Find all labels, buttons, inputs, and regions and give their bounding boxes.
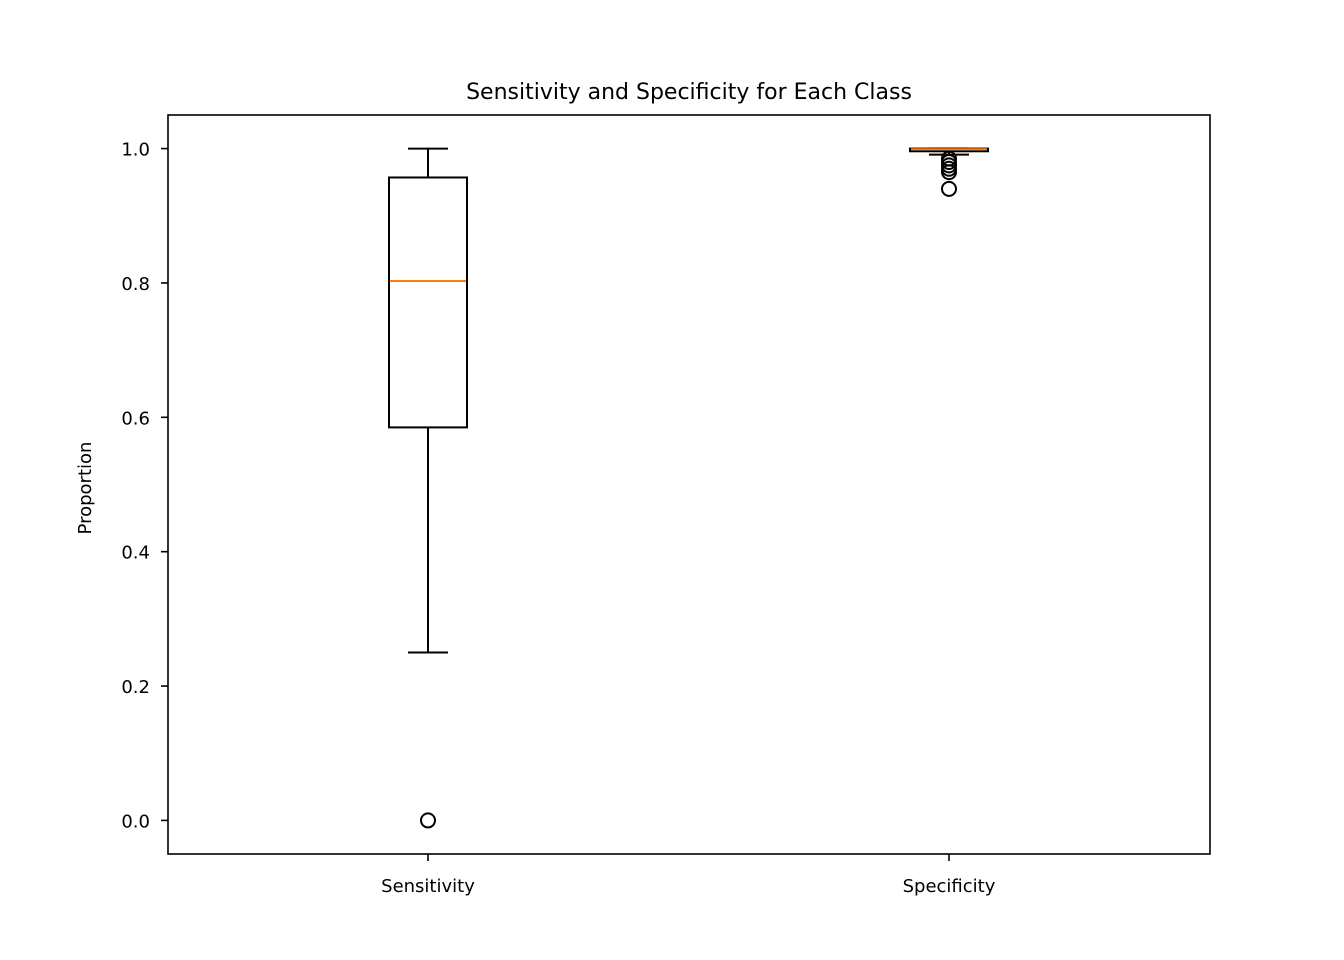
x-tick-label: Specificity: [903, 876, 996, 897]
outlier-point: [941, 150, 957, 167]
y-tick-label: 0.4: [121, 543, 150, 564]
box: [388, 176, 468, 429]
y-tick-label: 0.6: [121, 408, 150, 429]
outlier-point: [941, 180, 957, 197]
x-tick-label: Sensitivity: [381, 876, 475, 897]
y-tick-label: 0.8: [121, 274, 150, 295]
outlier-point: [420, 812, 436, 829]
y-tick-label: 0.2: [121, 677, 150, 698]
y-axis-label: Proportion: [75, 442, 96, 535]
y-tick-label: 0.0: [121, 811, 150, 832]
plot-frame: [167, 114, 1211, 855]
chart-title: Sensitivity and Specificity for Each Cla…: [466, 80, 912, 105]
y-tick-label: 1.0: [121, 140, 150, 161]
plot-area: 0.0 0.2 0.4 0.6 0.8 1.0 Sensitivity Specificity: [121, 140, 995, 897]
